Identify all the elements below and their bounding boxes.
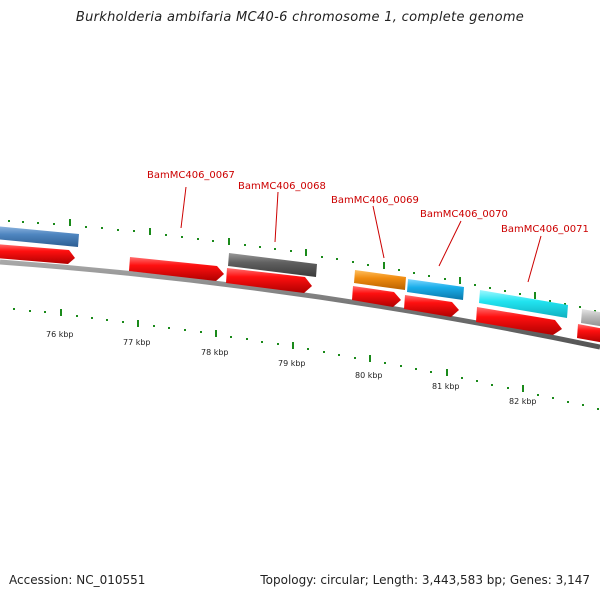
gene-label-0070: BamMC406_0070 [420, 209, 508, 220]
accession-text: Accession: NC_010551 [9, 573, 146, 587]
feature-block-dark [228, 253, 317, 277]
gene-labels: BamMC406_0067 BamMC406_0068 BamMC406_006… [147, 170, 589, 235]
gene-arrow [226, 268, 312, 293]
inner-ticks [13, 308, 599, 410]
gene-arrow [404, 295, 459, 317]
gene-label-0067: BamMC406_0067 [147, 170, 235, 181]
feature-block-steel [0, 226, 79, 247]
feature-block-blue [407, 279, 464, 300]
outer-ticks [8, 219, 596, 312]
feature-block-orange [354, 270, 406, 290]
kbp-label-76: 76 kbp [46, 330, 74, 339]
gene-label-0069: BamMC406_0069 [331, 195, 419, 206]
gene-arrow [352, 286, 401, 307]
gene-arrows [0, 244, 600, 343]
gene-label-0071: BamMC406_0071 [501, 224, 589, 235]
kbp-label-78: 78 kbp [201, 348, 229, 357]
feature-block-cyan [479, 290, 568, 318]
feature-blocks [0, 226, 600, 327]
kbp-label-79: 79 kbp [278, 359, 306, 368]
gene-arrow [0, 244, 75, 264]
gene-arrow [577, 324, 600, 343]
chromosome-backbone [0, 259, 600, 350]
feature-block-light [581, 309, 600, 327]
kbp-labels: 76 kbp 77 kbp 78 kbp 79 kbp 80 kbp 81 kb… [46, 330, 537, 406]
genome-summary-text: Topology: circular; Length: 3,443,583 bp… [260, 573, 590, 587]
kbp-label-80: 80 kbp [355, 371, 383, 380]
gene-label-0068: BamMC406_0068 [238, 181, 326, 192]
gene-arrow [129, 257, 224, 281]
map-title: Burkholderia ambifaria MC40-6 chromosome… [75, 10, 525, 25]
kbp-label-82: 82 kbp [509, 397, 537, 406]
kbp-label-77: 77 kbp [123, 338, 151, 347]
kbp-label-81: 81 kbp [432, 382, 460, 391]
gene-arrow [476, 307, 562, 335]
label-leaders [180, 186, 542, 283]
